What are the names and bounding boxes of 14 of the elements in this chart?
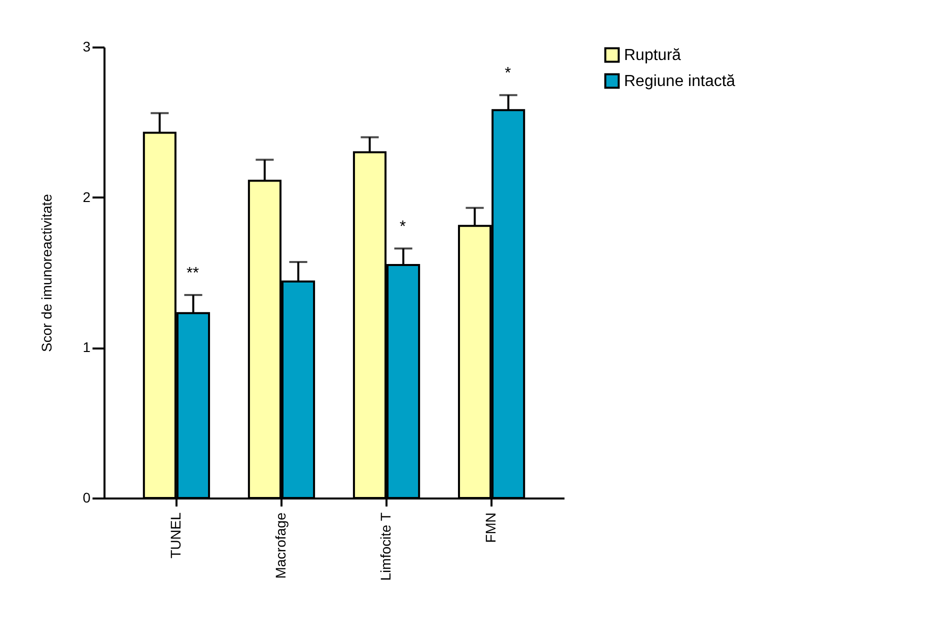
y-tick-label: 1 <box>82 339 91 356</box>
legend-label: Ruptură <box>624 47 682 64</box>
x-tick-label: FMN <box>482 512 499 543</box>
y-axis-title: Scor de imunoreactivitate <box>38 194 55 352</box>
annotation: * <box>400 218 406 236</box>
y-tick-label: 3 <box>82 38 91 54</box>
annotation: * <box>504 65 511 82</box>
x-tick-label: TUNEL <box>167 512 184 558</box>
y-tick-label: 2 <box>82 188 91 205</box>
x-tick-label: Macrofage <box>272 512 288 579</box>
x-tick-label: Limfocite T <box>378 512 394 581</box>
annotation: ** <box>186 265 199 282</box>
legend-label: Regiune intactă <box>624 73 736 90</box>
y-tick-label: 0 <box>82 490 91 506</box>
